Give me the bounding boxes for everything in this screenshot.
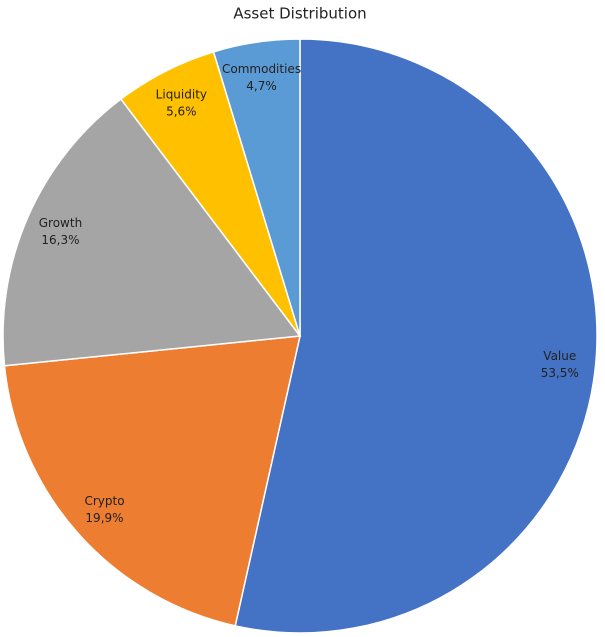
- slice-label: Growth: [39, 216, 82, 230]
- slice-value-label: 19,9%: [85, 511, 123, 525]
- slice-label: Crypto: [84, 494, 124, 508]
- pie-slice: [3, 335, 301, 627]
- slice-value-label: 16,3%: [41, 233, 79, 247]
- chart-title: Asset Distribution: [233, 5, 366, 23]
- slice-label: Commodities: [222, 62, 301, 76]
- pie-slice: [2, 98, 302, 367]
- slice-label: Value: [543, 349, 576, 363]
- slice-value-label: 5,6%: [166, 105, 197, 119]
- slice-label: Liquidity: [156, 88, 207, 102]
- slice-value-label: 53,5%: [541, 366, 579, 380]
- slice-value-label: 4,7%: [246, 79, 277, 93]
- pie-slice: [212, 38, 301, 337]
- pie-slice: [234, 38, 598, 634]
